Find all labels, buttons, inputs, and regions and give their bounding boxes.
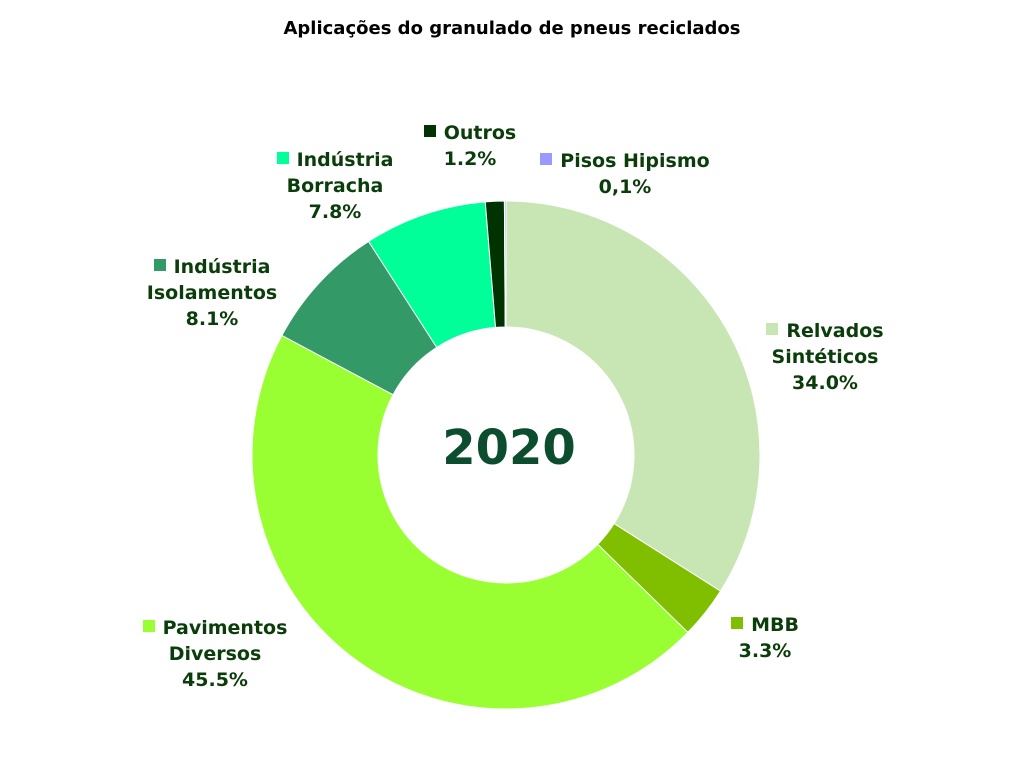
legend-swatch-ind-stria-borracha (276, 152, 289, 164)
donut-slice-relvados-sint-ticos (505, 200, 761, 592)
slice-label-text: Outros (443, 122, 517, 144)
legend-swatch-outros (423, 125, 436, 137)
slice-label-text: Borracha (286, 175, 384, 197)
legend-swatch-pavimentos-diversos (142, 620, 155, 632)
legend-swatch-pisos-hipismo (540, 153, 553, 165)
slice-label-ind-stria-borracha: Indústria Borracha 7.8% (250, 147, 420, 225)
center-year-label: 2020 (442, 420, 576, 476)
legend-swatch-ind-stria-isolamentos (153, 259, 166, 271)
donut-slice-pisos-hipismo (503, 200, 507, 328)
slice-value-label: 0,1% (598, 176, 652, 198)
slice-label-text: Indústria (296, 149, 394, 171)
slice-label-relvados-sint-ticos: Relvados Sintéticos 34.0% (740, 318, 910, 396)
legend-swatch-mbb (731, 617, 744, 629)
slice-label-text: Relvados (786, 320, 884, 342)
donut-slice-pavimentos-diversos (251, 334, 689, 710)
legend-swatch-relvados-sint-ticos (766, 323, 779, 335)
slice-value-label: 45.5% (182, 669, 248, 691)
slice-value-label: 34.0% (792, 372, 858, 394)
slice-value-label: 3.3% (738, 640, 792, 662)
slice-value-label: 1.2% (443, 148, 497, 170)
slice-label-text: Isolamentos (146, 282, 278, 304)
slice-label-pisos-hipismo: Pisos Hipismo 0,1% (510, 148, 740, 200)
slice-label-text: Diversos (168, 643, 262, 665)
slice-label-outros: Outros 1.2% (400, 120, 540, 172)
slice-label-text: Indústria (173, 256, 271, 278)
slice-label-text: Pisos Hipismo (560, 150, 710, 172)
slice-value-label: 8.1% (185, 308, 239, 330)
slice-label-text: Pavimentos (162, 617, 288, 639)
slice-label-ind-stria-isolamentos: Indústria Isolamentos 8.1% (112, 254, 312, 332)
slice-label-mbb: MBB 3.3% (700, 612, 830, 664)
chart-title: Aplicações do granulado de pneus recicla… (283, 18, 741, 39)
slice-value-label: 7.8% (308, 201, 362, 223)
slice-label-text: Sintéticos (771, 346, 879, 368)
slice-label-pavimentos-diversos: Pavimentos Diversos 45.5% (120, 615, 310, 693)
slice-label-text: MBB (751, 614, 799, 636)
